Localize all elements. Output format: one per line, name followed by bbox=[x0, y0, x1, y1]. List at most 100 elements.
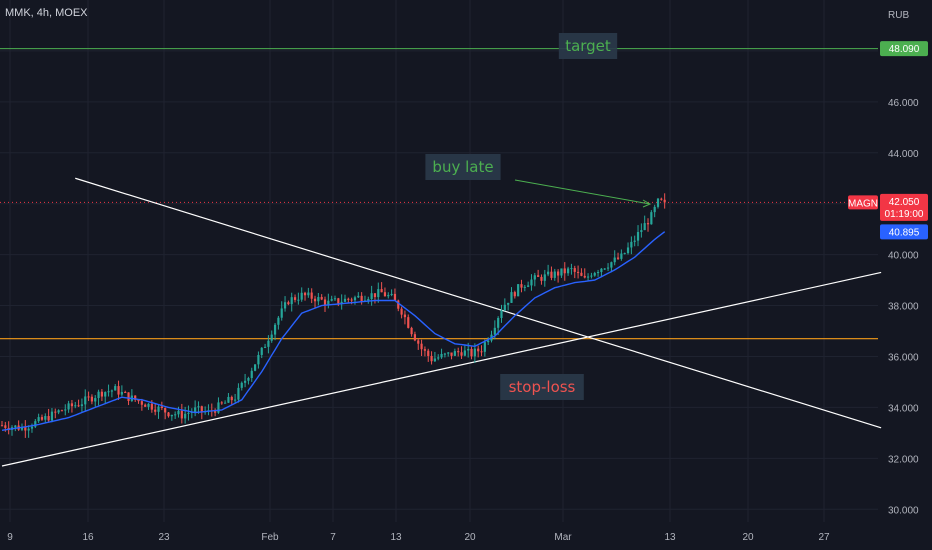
candle-body bbox=[450, 352, 453, 356]
candle-body bbox=[180, 410, 183, 419]
candle-body bbox=[443, 353, 446, 355]
candle bbox=[590, 272, 593, 279]
candle bbox=[67, 400, 70, 413]
target-price-badge-bg bbox=[880, 41, 928, 57]
candle-body bbox=[606, 267, 610, 269]
candle-body bbox=[383, 292, 387, 297]
candle-body bbox=[250, 370, 253, 379]
candle bbox=[313, 295, 317, 308]
y-tick-label: 34.000 bbox=[888, 403, 919, 414]
x-tick-label: 16 bbox=[82, 532, 94, 543]
candle bbox=[453, 348, 456, 357]
candle-body bbox=[360, 295, 363, 302]
candle bbox=[620, 249, 623, 261]
candle bbox=[167, 411, 170, 418]
candle bbox=[410, 326, 413, 337]
candle-body bbox=[373, 293, 377, 298]
candle bbox=[300, 287, 303, 302]
candle bbox=[616, 252, 620, 260]
candle bbox=[390, 289, 393, 297]
candle-body bbox=[413, 334, 417, 341]
symbol-header[interactable]: MMK, 4h, MOEX bbox=[5, 7, 88, 19]
candle-body bbox=[633, 240, 636, 242]
candle bbox=[507, 302, 510, 311]
candle bbox=[623, 252, 626, 255]
candle-body bbox=[234, 399, 237, 401]
candle bbox=[74, 401, 77, 409]
candle bbox=[327, 293, 330, 309]
candle-body bbox=[487, 340, 490, 343]
candle bbox=[663, 193, 666, 209]
candle-body bbox=[47, 416, 50, 421]
candle bbox=[553, 268, 556, 281]
candle-body bbox=[297, 299, 300, 301]
candle-body bbox=[430, 355, 433, 362]
ascending-trend-line bbox=[1, 271, 882, 467]
candle bbox=[417, 338, 420, 350]
candle-body bbox=[144, 404, 147, 407]
candle-body bbox=[653, 206, 656, 213]
candle bbox=[477, 345, 480, 358]
candle bbox=[613, 250, 616, 266]
candle bbox=[40, 414, 44, 421]
candle-body bbox=[0, 425, 4, 427]
candle-body bbox=[70, 403, 74, 407]
candle bbox=[317, 292, 320, 306]
candle bbox=[263, 343, 267, 349]
candle bbox=[373, 293, 377, 304]
y-tick-label: 46.000 bbox=[888, 98, 919, 109]
candle bbox=[630, 236, 633, 255]
x-tick-label: Mar bbox=[554, 532, 572, 543]
candle-body bbox=[140, 401, 143, 405]
candle bbox=[260, 347, 263, 359]
candle bbox=[570, 263, 573, 275]
candle bbox=[503, 298, 506, 312]
candle-body bbox=[596, 272, 600, 274]
candle bbox=[430, 351, 433, 365]
candle-body bbox=[200, 406, 203, 412]
candle bbox=[114, 384, 117, 391]
candle bbox=[253, 364, 257, 372]
x-tick-label: Feb bbox=[261, 532, 279, 543]
candle bbox=[147, 403, 150, 410]
candle-body bbox=[467, 348, 470, 351]
currency-label[interactable]: RUB bbox=[888, 10, 909, 21]
candle bbox=[270, 330, 273, 343]
candle bbox=[463, 344, 466, 357]
candle bbox=[24, 420, 27, 438]
candle bbox=[214, 408, 217, 417]
candle-body bbox=[503, 304, 506, 311]
candle bbox=[583, 268, 586, 279]
candle-body bbox=[310, 292, 313, 299]
candle bbox=[340, 294, 343, 310]
candle bbox=[656, 197, 660, 209]
candle bbox=[380, 282, 383, 293]
candle-body bbox=[530, 279, 533, 286]
candle bbox=[370, 285, 373, 306]
candle-body bbox=[107, 391, 110, 393]
candle-body bbox=[410, 327, 413, 335]
candle-body bbox=[237, 387, 240, 400]
buy-late-annotation-bg bbox=[425, 154, 501, 180]
candle bbox=[537, 269, 540, 278]
candle bbox=[177, 406, 180, 418]
y-tick-label: 40.000 bbox=[888, 251, 919, 262]
y-tick-label: 32.000 bbox=[888, 454, 919, 465]
candle-body bbox=[290, 297, 293, 305]
candle-body bbox=[57, 410, 60, 413]
candle bbox=[104, 391, 107, 405]
candle-body bbox=[150, 403, 153, 410]
candle-body bbox=[44, 416, 47, 420]
candle-body bbox=[110, 390, 113, 392]
candle-body bbox=[610, 262, 613, 268]
candle-body bbox=[333, 298, 337, 300]
target-annotation: target bbox=[558, 33, 618, 59]
candle bbox=[360, 292, 363, 305]
candle-body bbox=[590, 275, 593, 277]
candle-body bbox=[563, 268, 566, 274]
candle-body bbox=[214, 411, 217, 413]
buy-late-arrowhead bbox=[642, 199, 652, 208]
candle-body bbox=[327, 300, 330, 305]
